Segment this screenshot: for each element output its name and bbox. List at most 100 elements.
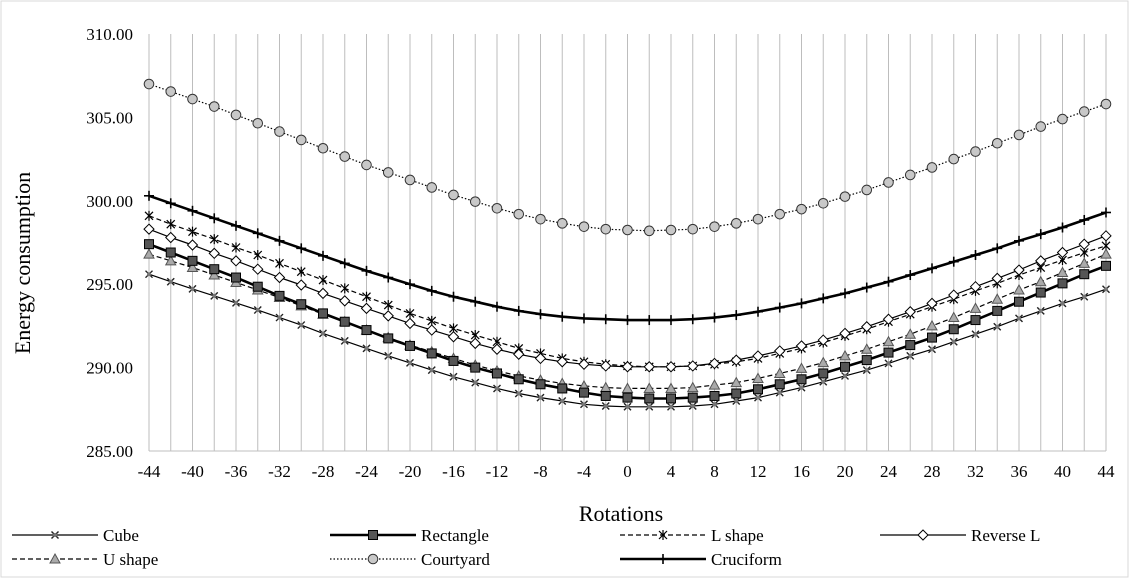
legend-label: Courtyard <box>421 550 490 569</box>
data-point <box>1101 207 1111 218</box>
data-point <box>731 388 742 399</box>
data-point <box>904 169 916 181</box>
data-point <box>773 367 786 378</box>
data-point <box>579 387 589 398</box>
data-point <box>492 368 502 379</box>
data-point <box>687 314 698 325</box>
data-point <box>340 336 349 345</box>
data-point <box>665 361 677 373</box>
data-point <box>558 396 567 405</box>
data-point <box>404 174 416 186</box>
data-point <box>295 134 307 146</box>
data-point <box>274 235 285 246</box>
data-point <box>1058 299 1067 308</box>
data-point <box>231 272 241 283</box>
data-point <box>318 250 328 261</box>
data-point <box>339 151 351 162</box>
data-point <box>339 316 350 327</box>
legend-label: U shape <box>103 550 158 569</box>
data-point <box>188 284 197 293</box>
data-point <box>1035 121 1047 132</box>
x-axis-title: Rotations <box>579 501 663 526</box>
grid-lines <box>148 34 1107 451</box>
data-point <box>427 366 436 375</box>
data-point <box>448 189 459 201</box>
data-point <box>275 313 284 322</box>
data-point <box>752 350 764 362</box>
legend-item: Rectangle <box>330 526 489 545</box>
data-point <box>665 382 677 393</box>
data-point <box>817 198 829 209</box>
data-point <box>686 381 699 393</box>
data-point <box>275 258 284 269</box>
data-point <box>319 329 327 338</box>
data-point <box>230 255 242 267</box>
data-point <box>621 361 634 373</box>
x-tick-label: 12 <box>750 462 767 481</box>
data-point <box>969 302 982 313</box>
data-point <box>818 368 829 379</box>
data-point <box>710 400 719 409</box>
legend-label: Rectangle <box>421 526 489 545</box>
data-point <box>448 355 459 366</box>
legend-marker <box>367 553 379 565</box>
data-point <box>643 361 655 373</box>
data-point <box>318 308 328 319</box>
data-point <box>797 383 806 392</box>
x-tick-label: -20 <box>399 462 422 481</box>
data-point <box>383 272 394 283</box>
data-point <box>1057 278 1068 289</box>
data-point <box>187 255 198 266</box>
data-point <box>774 345 786 357</box>
data-point <box>209 234 219 245</box>
data-point <box>993 322 1002 331</box>
data-point <box>556 356 568 368</box>
x-tick-label: 8 <box>710 462 719 481</box>
data-point <box>426 324 438 336</box>
data-point <box>426 348 437 359</box>
data-point <box>970 250 981 261</box>
data-point <box>600 390 611 401</box>
data-point <box>340 283 350 294</box>
data-point <box>1102 285 1110 294</box>
data-point <box>427 315 437 326</box>
data-point <box>839 349 851 361</box>
x-tick-label: -8 <box>533 462 547 481</box>
data-point <box>795 340 808 352</box>
data-point <box>252 117 264 129</box>
data-point <box>296 299 307 310</box>
data-point <box>1014 296 1024 307</box>
data-point <box>557 383 568 394</box>
data-point <box>841 371 849 380</box>
legend-item: Reverse L <box>880 526 1040 545</box>
data-point <box>666 315 676 326</box>
data-point <box>840 288 850 299</box>
data-point <box>600 314 611 325</box>
data-point <box>1078 106 1090 117</box>
data-point <box>230 109 242 121</box>
data-point <box>622 392 633 403</box>
data-point <box>556 218 568 229</box>
data-point <box>448 291 459 302</box>
data-point <box>252 228 263 239</box>
data-point <box>405 308 415 319</box>
data-point <box>817 334 829 346</box>
data-point <box>882 313 895 325</box>
x-tick-label: 0 <box>623 462 632 481</box>
data-point <box>252 281 263 292</box>
data-point <box>709 221 720 232</box>
data-point <box>1034 275 1047 287</box>
data-point <box>862 366 871 375</box>
x-tick-label: -12 <box>486 462 509 481</box>
data-point <box>143 223 155 235</box>
data-point <box>644 393 655 404</box>
data-point <box>232 298 240 307</box>
x-tick-label: -40 <box>181 462 204 481</box>
data-point <box>383 300 393 311</box>
x-tick-label: 28 <box>924 462 941 481</box>
data-point <box>754 393 762 402</box>
data-point <box>513 208 525 220</box>
data-point <box>927 332 937 343</box>
data-point <box>687 360 699 372</box>
data-point <box>861 321 873 333</box>
